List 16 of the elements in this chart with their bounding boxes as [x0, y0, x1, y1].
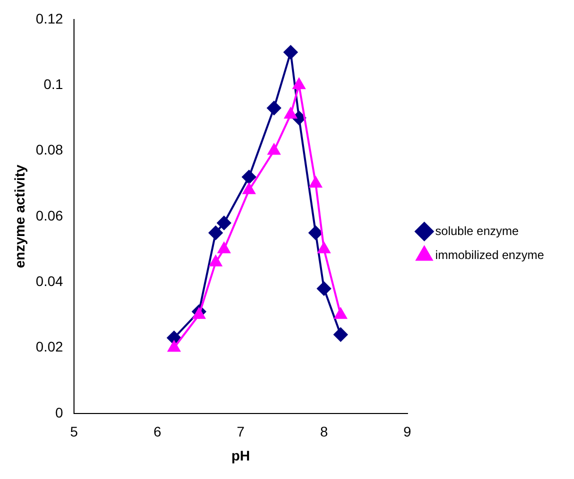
y-tick-label: 0.04 — [36, 272, 64, 289]
y-tick-label: 0.12 — [36, 10, 64, 26]
legend-label: immobilized enzyme — [435, 248, 544, 262]
x-tick-label: 9 — [403, 424, 412, 440]
x-tick-label: 8 — [320, 424, 328, 440]
y-axis-title: enzyme activity — [11, 164, 28, 268]
x-tick-label: 7 — [236, 424, 245, 440]
x-tick-label: 6 — [153, 424, 162, 440]
y-tick-label: 0 — [55, 404, 64, 420]
y-tick-label: 0.02 — [36, 338, 64, 355]
y-tick-label: 0.1 — [44, 76, 64, 92]
y-tick-label: 0.06 — [36, 207, 64, 224]
x-axis-title: pH — [231, 447, 250, 464]
x-tick-label: 5 — [70, 424, 78, 440]
y-tick-label: 0.08 — [36, 142, 64, 158]
legend-label: soluble enzyme — [435, 224, 519, 238]
